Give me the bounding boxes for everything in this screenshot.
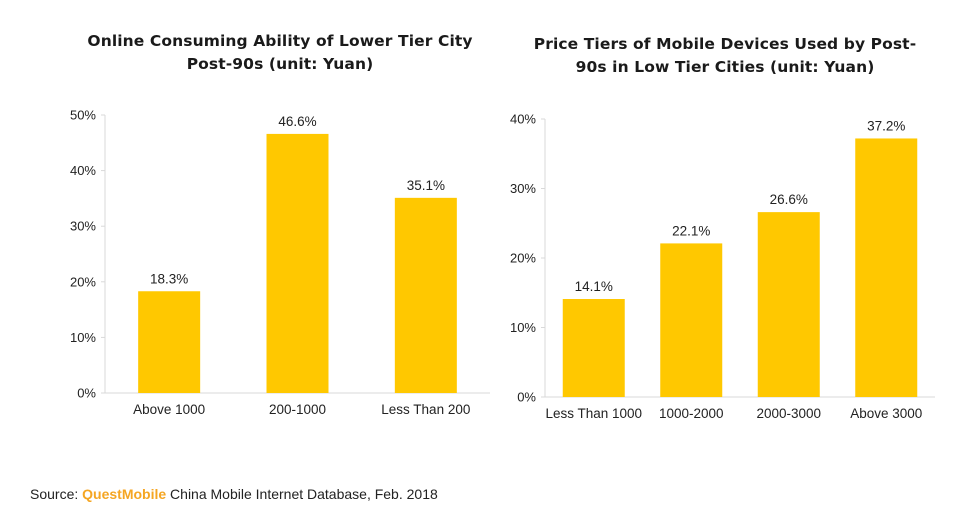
x-tick-label-right: 1000-2000	[659, 406, 724, 421]
data-label-left: 35.1%	[407, 178, 445, 193]
y-tick-label-left: 50%	[70, 108, 96, 123]
data-label-right: 22.1%	[672, 223, 710, 238]
y-tick-label-left: 0%	[77, 386, 96, 401]
source-prefix: Source:	[30, 486, 83, 502]
y-tick-label-right: 10%	[510, 320, 536, 335]
data-label-left: 46.6%	[278, 114, 316, 129]
y-tick-label-left: 20%	[70, 274, 96, 289]
source-rest: China Mobile Internet Database, Feb. 201…	[166, 486, 438, 502]
bar-right	[562, 299, 625, 397]
x-tick-label-left: Above 1000	[133, 402, 205, 417]
source-line: Source: QuestMobile China Mobile Interne…	[30, 486, 438, 502]
data-label-right: 37.2%	[867, 118, 905, 133]
bar-left	[394, 197, 457, 393]
x-tick-label-left: Less Than 200	[381, 402, 470, 417]
data-label-right: 14.1%	[575, 279, 613, 294]
y-tick-label-left: 30%	[70, 219, 96, 234]
bar-right	[757, 212, 820, 397]
chart-title-right-line1: Price Tiers of Mobile Devices Used by Po…	[533, 35, 917, 53]
y-tick-label-left: 40%	[70, 163, 96, 178]
chart-title-left-line2: Post-90s (unit: Yuan)	[186, 55, 374, 73]
data-label-right: 26.6%	[770, 192, 808, 207]
y-tick-label-right: 40%	[510, 112, 536, 127]
y-tick-label-right: 0%	[517, 390, 536, 405]
chart-title-right: Price Tiers of Mobile Devices Used by Po…	[515, 33, 935, 79]
source-brand: QuestMobile	[82, 486, 167, 502]
y-tick-label-left: 10%	[70, 330, 96, 345]
bar-right	[660, 243, 723, 397]
bar-right	[855, 138, 918, 397]
bar-left	[266, 133, 329, 394]
chart-title-right-line2: 90s in Low Tier Cities (unit: Yuan)	[575, 58, 875, 76]
data-label-left: 18.3%	[150, 271, 188, 286]
bar-left	[138, 291, 201, 393]
chart-title-left: Online Consuming Ability of Lower Tier C…	[70, 30, 490, 76]
x-tick-label-right: Less Than 1000	[545, 406, 642, 421]
chart-title-left-line1: Online Consuming Ability of Lower Tier C…	[87, 32, 473, 50]
y-tick-label-right: 30%	[510, 181, 536, 196]
y-tick-label-right: 20%	[510, 251, 536, 266]
x-tick-label-right: 2000-3000	[756, 406, 821, 421]
x-tick-label-left: 200-1000	[269, 402, 326, 417]
x-tick-label-right: Above 3000	[850, 406, 922, 421]
